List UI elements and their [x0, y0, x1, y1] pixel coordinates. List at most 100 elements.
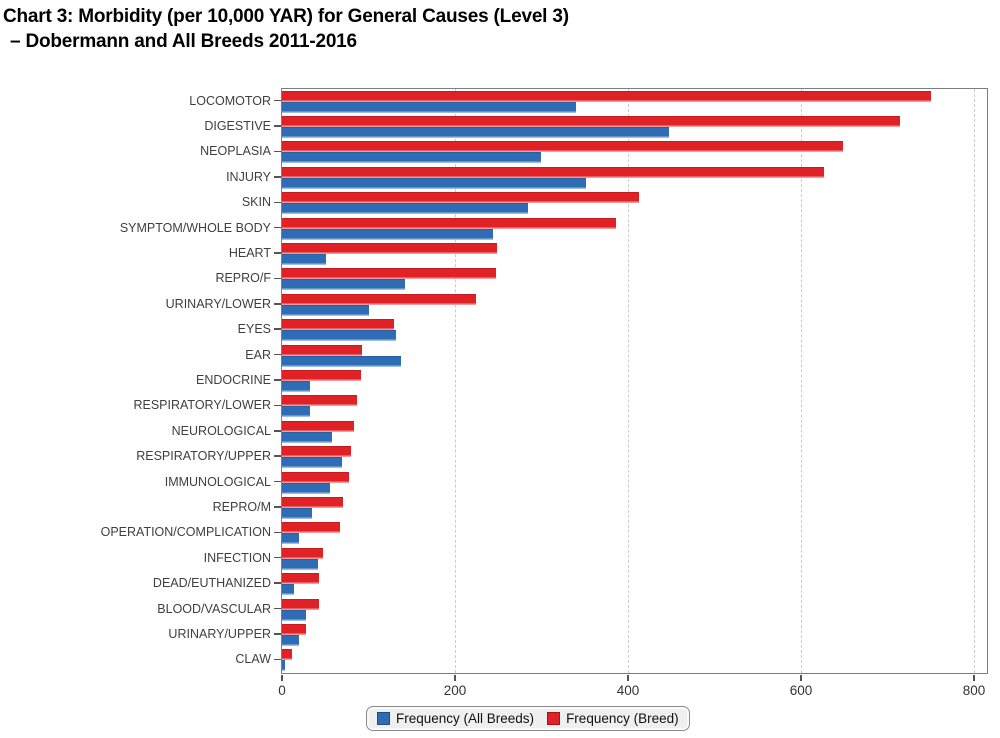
y-tick: [274, 556, 281, 559]
category-label: HEART: [228, 246, 271, 261]
bar-all-breeds-injury: [282, 177, 587, 189]
x-tick-800: [973, 675, 975, 681]
bar-all-breeds-skin: [282, 203, 528, 215]
bar-breed-urinary-upper: [282, 623, 307, 635]
x-tick-label-400: 400: [616, 683, 640, 698]
category-label: IMMUNOLOGICAL: [164, 474, 271, 489]
category-label: DIGESTIVE: [204, 119, 271, 134]
category-label: EYES: [237, 322, 271, 337]
legend-label-breed: Frequency (Breed): [566, 711, 679, 726]
bar-breed-heart: [282, 243, 497, 255]
legend: Frequency (All Breeds) Frequency (Breed): [366, 706, 690, 731]
bar-all-breeds-blood-vascular: [282, 609, 307, 621]
bar-all-breeds-respiratory-upper: [282, 457, 342, 469]
plot-area: [281, 88, 988, 674]
bar-breed-repro-m: [282, 496, 344, 508]
bar-all-breeds-endocrine: [282, 381, 310, 392]
y-tick: [274, 353, 281, 356]
bar-breed-infection: [282, 547, 323, 559]
bar-breed-operation-complication: [282, 522, 340, 534]
y-tick: [274, 125, 281, 127]
category-label: NEUROLOGICAL: [171, 423, 271, 438]
x-tick-label-0: 0: [278, 683, 286, 698]
bar-breed-repro-f: [282, 268, 496, 280]
bar-all-breeds-urinary-lower: [282, 304, 370, 316]
category-label: INFECTION: [203, 550, 271, 565]
bar-breed-neoplasia: [282, 141, 843, 153]
category-label: REPRO/F: [215, 271, 271, 286]
category-label: DEAD/EUTHANIZED: [152, 576, 271, 591]
bar-all-breeds-respiratory-lower: [282, 406, 310, 418]
y-tick: [274, 99, 281, 102]
bar-breed-skin: [282, 192, 640, 204]
bar-breed-digestive: [282, 116, 900, 128]
legend-item-all-breeds: Frequency (All Breeds): [377, 711, 534, 726]
gridline-600: [801, 89, 803, 673]
y-tick: [274, 150, 281, 153]
y-tick: [274, 303, 281, 305]
bar-all-breeds-immunological: [282, 482, 330, 494]
y-tick: [274, 252, 281, 254]
x-tick-600: [800, 675, 802, 681]
legend-item-breed: Frequency (Breed): [547, 711, 679, 726]
bar-breed-blood-vascular: [282, 598, 320, 610]
bar-all-breeds-neurological: [282, 431, 333, 443]
y-tick: [274, 531, 281, 534]
x-tick-label-800: 800: [962, 683, 986, 698]
y-tick: [274, 607, 281, 610]
gridline-800: [974, 89, 976, 673]
bar-all-breeds-repro-m: [282, 507, 313, 519]
bar-all-breeds-eyes: [282, 330, 397, 342]
category-label: OPERATION/COMPLICATION: [100, 525, 271, 540]
y-tick: [274, 430, 281, 432]
y-tick: [274, 480, 281, 483]
y-tick: [274, 633, 281, 635]
bar-all-breeds-ear: [282, 355, 402, 367]
y-tick: [274, 328, 281, 330]
legend-swatch-breed-icon: [547, 712, 561, 725]
bar-breed-injury: [282, 166, 825, 178]
bar-breed-immunological: [282, 471, 350, 483]
x-tick-400: [627, 675, 629, 681]
bar-breed-locomotor: [282, 90, 931, 102]
bar-breed-dead-euthanized: [282, 573, 320, 585]
category-label: INJURY: [226, 169, 271, 184]
category-label: REPRO/M: [212, 499, 271, 514]
bar-all-breeds-claw: [282, 660, 285, 672]
category-label: URINARY/LOWER: [165, 296, 271, 311]
bar-all-breeds-heart: [282, 254, 327, 266]
bar-breed-claw: [282, 649, 293, 661]
category-label: SYMPTOM/WHOLE BODY: [119, 220, 271, 235]
y-tick: [274, 658, 281, 661]
category-label: NEOPLASIA: [200, 144, 271, 159]
gridline-400: [628, 89, 629, 673]
y-tick: [274, 176, 281, 178]
bar-all-breeds-digestive: [282, 127, 669, 139]
y-tick: [274, 379, 281, 381]
x-tick-200: [454, 675, 456, 681]
category-label: CLAW: [235, 652, 271, 667]
bar-all-breeds-symptom-whole-body: [282, 228, 494, 240]
y-tick: [274, 226, 281, 229]
category-label: RESPIRATORY/LOWER: [133, 398, 271, 413]
y-tick: [274, 506, 281, 508]
gridline-200: [455, 89, 456, 673]
x-tick-label-600: 600: [789, 683, 813, 698]
category-label: BLOOD/VASCULAR: [157, 601, 271, 616]
chart-title-line1: Chart 3: Morbidity (per 10,000 YAR) for …: [3, 6, 569, 27]
legend-swatch-all-breeds-icon: [377, 712, 390, 725]
bar-all-breeds-dead-euthanized: [282, 584, 295, 596]
y-tick: [274, 277, 281, 280]
bar-all-breeds-infection: [282, 558, 319, 570]
bar-breed-respiratory-lower: [282, 395, 358, 407]
bar-breed-endocrine: [282, 370, 361, 381]
chart-title-line2: – Dobermann and All Breeds 2011-2016: [10, 31, 357, 52]
chart-title: Chart 3: Morbidity (per 10,000 YAR) for …: [3, 4, 569, 54]
bar-all-breeds-urinary-upper: [282, 634, 300, 646]
bar-all-breeds-locomotor: [282, 101, 577, 113]
bar-all-breeds-operation-complication: [282, 533, 300, 545]
y-tick: [274, 582, 281, 584]
x-tick-0: [281, 675, 283, 681]
category-label: EAR: [245, 347, 271, 362]
